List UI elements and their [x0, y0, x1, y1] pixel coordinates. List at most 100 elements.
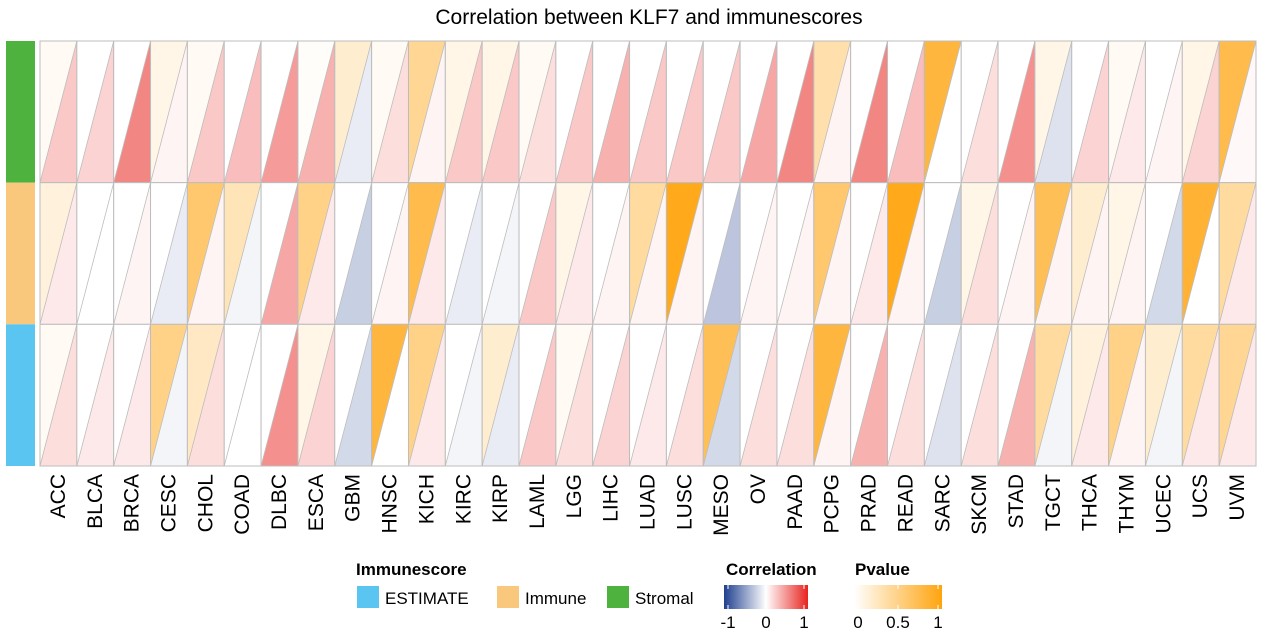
cell-diagonal [666, 40, 704, 183]
heatmap-cell [1144, 40, 1183, 184]
heatmap-cell [76, 323, 115, 467]
heatmap-cell [1144, 323, 1183, 467]
cell-diagonal [923, 182, 962, 325]
cell-diagonal [960, 40, 999, 183]
heatmap-cell [407, 40, 446, 184]
heatmap-cell [1071, 323, 1110, 467]
cell-diagonal [592, 182, 630, 325]
x-tick-label: KIRP [489, 474, 512, 523]
x-tick-label: ACC [47, 474, 70, 518]
cell-diagonal [555, 324, 594, 467]
heatmap-cell [1071, 40, 1110, 184]
heatmap-cell [629, 40, 667, 184]
heatmap-cell [850, 40, 889, 184]
heatmap-cell [665, 323, 704, 467]
heatmap-cell [223, 40, 262, 184]
cell-diagonal [334, 182, 373, 325]
heatmap-cell [407, 182, 446, 325]
x-tick-label: KIRC [452, 474, 475, 524]
cell-diagonal [150, 182, 188, 325]
cell-diagonal [1145, 40, 1183, 183]
x-tick-label: BRCA [121, 474, 144, 532]
heatmap-cell [260, 182, 299, 325]
cell-diagonal [1181, 40, 1220, 183]
cell-diagonal [371, 40, 409, 183]
cell-diagonal [923, 40, 962, 183]
heatmap-cell [813, 182, 852, 325]
cell-diagonal [739, 182, 778, 325]
heatmap-cell [923, 323, 962, 467]
heatmap-cell [481, 40, 520, 184]
cell-diagonal [408, 40, 446, 183]
heatmap-cell [997, 182, 1036, 325]
cell-diagonal [1071, 182, 1109, 325]
cell-diagonal [113, 324, 151, 467]
heatmap-cells [39, 40, 1257, 467]
x-tick-label: LIHC [600, 474, 623, 522]
heatmap-cell [371, 323, 409, 467]
heatmap-cell [1108, 323, 1146, 467]
cell-diagonal [592, 40, 630, 183]
cell-diagonal [113, 182, 151, 325]
heatmap-cell [334, 182, 373, 325]
cell-diagonal [518, 182, 557, 325]
heatmap-cell [150, 40, 188, 184]
cell-diagonal [629, 324, 667, 467]
heatmap-cell [223, 182, 262, 325]
cell-diagonal [923, 324, 962, 467]
row-annotation [6, 41, 35, 466]
legend-swatch [497, 586, 519, 608]
x-tick-label: LAML [526, 474, 549, 529]
heatmap-cell [297, 323, 336, 467]
cell-diagonal [629, 182, 667, 325]
x-tick-label: CESC [157, 474, 180, 532]
cell-diagonal [187, 324, 225, 467]
cell-diagonal [1071, 324, 1109, 467]
cell-diagonal [150, 40, 188, 183]
x-tick-label: COAD [231, 474, 254, 535]
heatmap-cell [1108, 182, 1146, 325]
x-tick-label: PCPG [821, 474, 844, 534]
cell-diagonal [297, 182, 336, 325]
cell-diagonal [555, 182, 594, 325]
colorbar-tick-label: 0.5 [886, 613, 910, 632]
heatmap-cell [813, 323, 852, 467]
heatmap-cell [371, 40, 409, 184]
cell-diagonal [1181, 182, 1220, 325]
colorbar-tick-label: 0 [761, 613, 770, 632]
cell-diagonal [39, 40, 78, 183]
x-tick-label: LUAD [637, 474, 660, 530]
heatmap-cell [481, 182, 520, 325]
cell-diagonal [850, 182, 888, 325]
x-tick-label: OV [747, 474, 770, 504]
chart-title: Correlation between KLF7 and immunescore… [435, 6, 862, 29]
x-tick-label: UVM [1226, 474, 1249, 521]
cell-diagonal [1071, 40, 1109, 183]
cell-diagonal [997, 182, 1036, 325]
heatmap-cell [444, 40, 483, 184]
row-annotation-immune [6, 182, 35, 325]
heatmap-cell [334, 323, 373, 467]
x-tick-label: LUSC [673, 474, 696, 530]
heatmap-cell [997, 40, 1036, 184]
heatmap-cell [629, 182, 667, 325]
cell-diagonal [223, 40, 262, 183]
heatmap-cell [76, 182, 115, 325]
legend-swatch [607, 586, 629, 608]
x-tick-label: THYM [1116, 474, 1139, 534]
cell-diagonal [997, 324, 1036, 467]
legend-swatch [357, 586, 379, 608]
legend: Immunescore ESTIMATE Immune Stromal Correl… [356, 560, 943, 632]
cell-diagonal [960, 182, 999, 325]
legend-label: Immune [525, 589, 586, 608]
heatmap-cell [481, 323, 520, 467]
heatmap-cell [371, 182, 409, 325]
heatmap-cell [39, 323, 78, 467]
row-annotation-stromal [6, 41, 35, 183]
cell-diagonal [1145, 182, 1183, 325]
cell-diagonal [960, 324, 999, 467]
colorbar-tick-label: 1 [799, 613, 808, 632]
heatmap-cell [555, 182, 594, 325]
cell-diagonal [408, 324, 446, 467]
cell-diagonal [666, 182, 704, 325]
